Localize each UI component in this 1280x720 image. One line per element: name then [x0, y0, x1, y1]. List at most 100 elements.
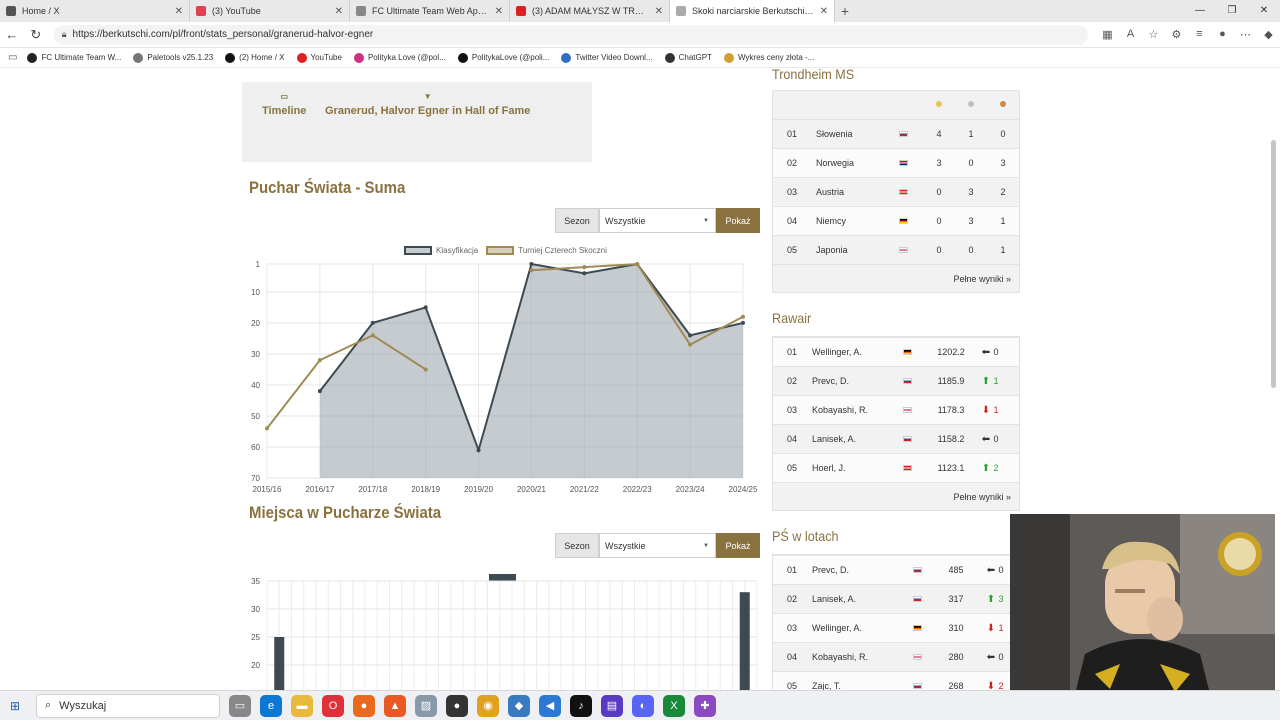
windows-start-icon[interactable]: ⊞	[9, 698, 21, 713]
gold-count: 0	[936, 187, 942, 197]
maximize-button[interactable]: ❐	[1227, 5, 1237, 16]
data-point	[529, 268, 534, 273]
tiktok-icon[interactable]: ♪	[570, 694, 592, 717]
edge-icon[interactable]: e	[260, 694, 282, 717]
table-row[interactable]: 03 Austria 0 3 2	[773, 177, 1019, 206]
opera-icon[interactable]: O	[322, 694, 344, 717]
table-row[interactable]: 03 Kobayashi, R. 1178.3 ⬇ 1	[773, 395, 1019, 424]
read-aloud-icon[interactable]: A	[1126, 28, 1135, 40]
arrow-down-icon: ⬇	[986, 622, 996, 634]
position: 02	[787, 594, 798, 604]
scrollbar[interactable]	[1271, 140, 1276, 388]
excel-icon[interactable]: X	[663, 694, 685, 717]
section-title-world-cup-total: Puchar Świata - Suma	[249, 178, 406, 197]
profile-icon[interactable]: ●	[1219, 28, 1226, 40]
x-tick-label: 2024/25	[729, 485, 758, 494]
discord-icon[interactable]: ◐	[632, 694, 654, 717]
bookmark-item[interactable]: Twitter Video Downl...	[561, 52, 653, 63]
table-row[interactable]: 05 Hoerl, J. 1123.1 ⬆ 2	[773, 453, 1019, 482]
close-window-button[interactable]: ✕	[1259, 5, 1269, 16]
tab-close-icon[interactable]: ✕	[654, 5, 663, 17]
table-row[interactable]: 02 Norwegia 3 0 3	[773, 148, 1019, 177]
bookmark-item[interactable]: Polityka Love (@pol...	[353, 52, 446, 63]
table-row[interactable]: 03 Wellinger, A. 310 ⬇ 1	[773, 613, 1019, 642]
taskbar-search[interactable]: ⌕ Wyszukaj	[36, 693, 220, 718]
full-results-link[interactable]: Pełne wyniki »	[773, 264, 1019, 292]
table-row[interactable]: 02 Prevc, D. 1185.9 ⬆ 1	[773, 366, 1019, 395]
legend-item-four-hills[interactable]: Turniej Czterech Skoczni	[486, 246, 607, 255]
bookmark-item[interactable]: FC Ultimate Team W...	[27, 52, 121, 63]
bookmark-item[interactable]: Paletools v25.1.23	[133, 52, 213, 63]
full-results-link[interactable]: Pełne wyniki »	[773, 482, 1019, 510]
app-icon[interactable]: ◆	[508, 694, 530, 717]
browser-tab[interactable]: (3) YouTube ✕	[190, 0, 350, 22]
app-icon-2[interactable]: ✚	[694, 694, 716, 717]
points: 310	[948, 623, 964, 633]
chrome-icon[interactable]: ◉	[477, 694, 499, 717]
premiere-icon[interactable]: ▤	[601, 694, 623, 717]
browser-tab[interactable]: Home / X ✕	[0, 0, 190, 22]
task-view-icon[interactable]: ▭	[229, 694, 251, 717]
table-row[interactable]: 01 Wellinger, A. 1202.2 ⬅ 0	[773, 337, 1019, 366]
favorites-icon[interactable]: ≡	[1196, 28, 1203, 40]
athlete-name: Prevc, D.	[812, 376, 850, 386]
url-field[interactable]: 🔒︎ https://berkutschi.com/pl/front/stats…	[53, 24, 1088, 45]
tab-close-icon[interactable]: ✕	[174, 5, 183, 17]
table-row[interactable]: 01 Słowenia 4 1 0	[773, 119, 1019, 148]
browser-tab[interactable]: Skoki narciarskie Berkutschi.com ✕	[670, 0, 835, 22]
country-flag-icon	[913, 596, 922, 602]
hall-of-fame-link[interactable]: ▼ Granerud, Halvor Egner in Hall of Fame	[325, 92, 531, 117]
season-filter-2: Sezon Wszystkie ▼ Pokaż	[555, 533, 760, 558]
brave-icon[interactable]: ▲	[384, 694, 406, 717]
extensions-icon[interactable]: ⚙	[1171, 29, 1182, 41]
menu-icon[interactable]: ⋯	[1239, 29, 1251, 41]
table-row[interactable]: 02 Lanisek, A. 317 ⬆ 3	[773, 584, 1019, 613]
table-row[interactable]: 04 Kobayashi, R. 280 ⬅ 0	[773, 642, 1019, 671]
vscode-icon[interactable]: ◀	[539, 694, 561, 717]
obs-icon[interactable]: ●	[446, 694, 468, 717]
bronze-count: 1	[1000, 245, 1006, 255]
table-row[interactable]: 04 Lanisek, A. 1158.2 ⬅ 0	[773, 424, 1019, 453]
minimize-button[interactable]: —	[1195, 5, 1205, 16]
bookmark-item[interactable]: (2) Home / X	[225, 52, 285, 63]
table-row[interactable]: 05 Zajc, T. 268 ⬇ 2	[773, 671, 1019, 690]
tab-close-icon[interactable]: ✕	[494, 5, 503, 17]
table-row[interactable]: 05 Japonia 0 0 1	[773, 235, 1019, 264]
apps-icon[interactable]: ▦	[1102, 29, 1113, 41]
browser-tab[interactable]: (3) ADAM MAŁYSZ W TRONDHEIM ✕	[510, 0, 670, 22]
copilot-icon[interactable]: ◆	[1264, 29, 1273, 41]
season-select[interactable]: Wszystkie ▼	[599, 208, 716, 233]
tab-close-icon[interactable]: ✕	[819, 5, 828, 17]
firefox-icon[interactable]: ●	[353, 694, 375, 717]
bookmark-icon	[133, 52, 144, 63]
position: 04	[787, 652, 798, 662]
show-button[interactable]: Pokaż	[716, 533, 760, 558]
browser-tab[interactable]: FC Ultimate Team Web App - EA S ✕	[350, 0, 510, 22]
favorite-star-icon[interactable]: ☆	[1148, 29, 1159, 41]
bookmark-item[interactable]: ChatGPT	[664, 52, 712, 63]
table-row[interactable]: 04 Niemcy 0 3 1	[773, 206, 1019, 235]
rank-change: 0	[998, 652, 1004, 662]
timeline-link[interactable]: ▭ Timeline	[262, 92, 307, 117]
back-icon[interactable]: ←	[5, 27, 19, 42]
bookmark-item[interactable]: PolitykaLove (@poli...	[457, 52, 549, 63]
legend-swatch	[486, 246, 515, 255]
photos-icon[interactable]: ▨	[415, 694, 437, 717]
country-flag-icon	[899, 189, 908, 195]
reload-icon[interactable]: ↻	[30, 26, 42, 42]
show-button[interactable]: Pokaż	[716, 208, 760, 233]
season-select[interactable]: Wszystkie ▼	[599, 533, 716, 558]
bookmarks-toggle-icon[interactable]: ▭	[8, 52, 18, 63]
file-explorer-icon[interactable]: ▬	[291, 694, 313, 717]
bookmark-icon	[225, 52, 236, 63]
bookmark-item[interactable]: YouTube	[296, 52, 342, 63]
data-point	[370, 320, 375, 325]
table-row[interactable]: 01 Prevc, D. 485 ⬅ 0	[773, 555, 1019, 584]
arrow-up-icon: ⬆	[981, 375, 991, 387]
legend-item-classification[interactable]: Klasyfikacja	[404, 246, 478, 255]
season-filter-1: Sezon Wszystkie ▼ Pokaż	[555, 208, 760, 233]
new-tab-button[interactable]: +	[840, 3, 850, 19]
bookmark-item[interactable]: Wykres ceny złota -...	[723, 52, 814, 63]
tab-close-icon[interactable]: ✕	[334, 5, 343, 17]
position: 03	[787, 623, 798, 633]
